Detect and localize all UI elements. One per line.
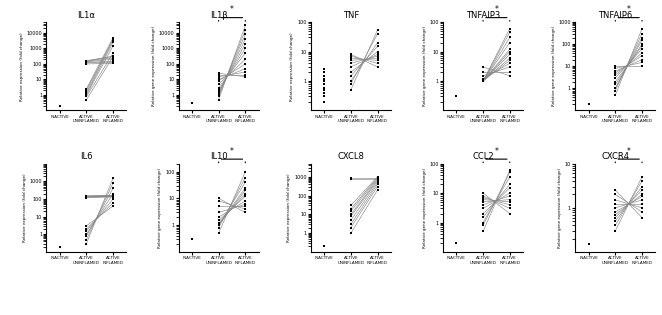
Y-axis label: Relative expression (fold change): Relative expression (fold change) (287, 174, 291, 242)
Title: TNFAIP3: TNFAIP3 (466, 11, 500, 20)
Title: CXCL8: CXCL8 (338, 152, 364, 161)
Title: IL1α: IL1α (77, 11, 95, 20)
Y-axis label: Relative gene expression (fold change): Relative gene expression (fold change) (152, 26, 156, 106)
Y-axis label: Relative expression (fold change): Relative expression (fold change) (23, 174, 27, 242)
Title: IL6: IL6 (80, 152, 93, 161)
Title: TNF: TNF (343, 11, 359, 20)
Title: CCL2: CCL2 (472, 152, 494, 161)
Text: *: * (627, 5, 631, 14)
Y-axis label: Relative gene expression (fold change): Relative gene expression (fold change) (552, 26, 556, 106)
Title: IL10: IL10 (210, 152, 228, 161)
Text: *: * (230, 5, 234, 14)
Text: *: * (627, 146, 631, 156)
Title: CXCR4: CXCR4 (601, 152, 630, 161)
Text: *: * (230, 146, 234, 156)
Y-axis label: Relative gene expression (fold change): Relative gene expression (fold change) (423, 26, 427, 106)
Y-axis label: Relative gene expression (fold change): Relative gene expression (fold change) (558, 168, 562, 248)
Y-axis label: Relative expression (fold change): Relative expression (fold change) (291, 32, 295, 100)
Text: *: * (495, 5, 498, 14)
Y-axis label: Relative gene expression (fold change): Relative gene expression (fold change) (423, 168, 427, 248)
Title: IL1β: IL1β (210, 11, 228, 20)
Y-axis label: Relative expression (fold change): Relative expression (fold change) (20, 32, 24, 100)
Title: TNFAIP6: TNFAIP6 (598, 11, 632, 20)
Y-axis label: Relative gene expression (fold change): Relative gene expression (fold change) (158, 168, 162, 248)
Text: *: * (495, 146, 498, 156)
